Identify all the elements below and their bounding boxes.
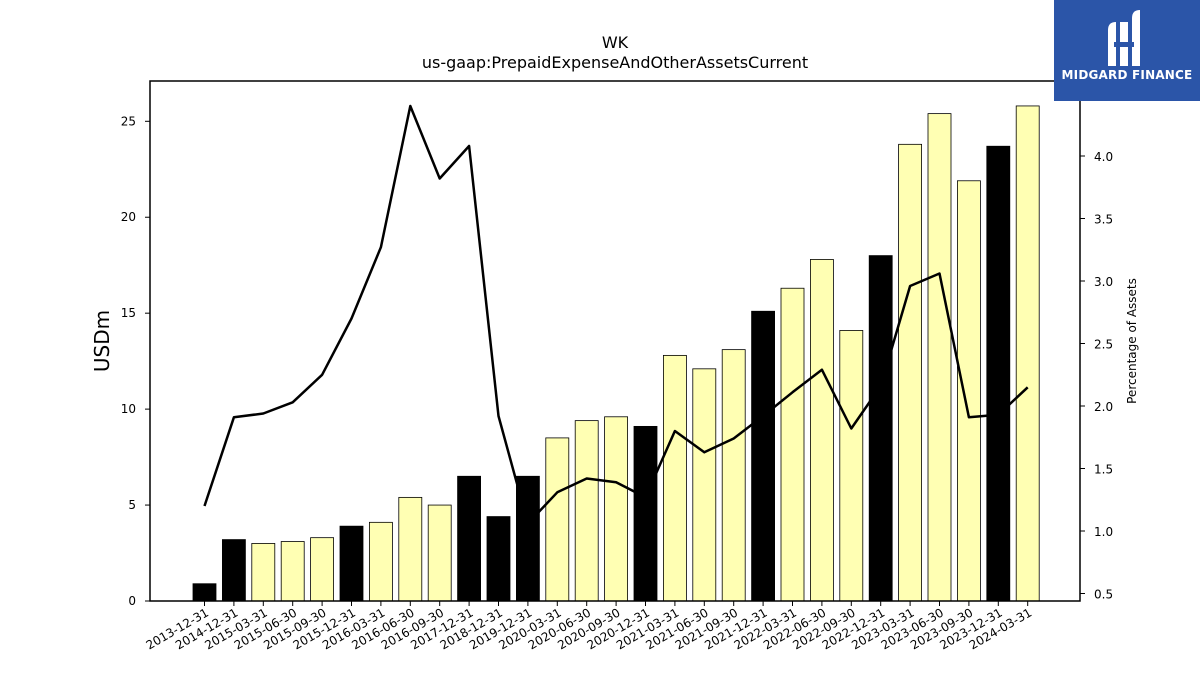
bar bbox=[927, 113, 952, 602]
bar bbox=[721, 349, 746, 602]
y-axis-label: USDm bbox=[90, 310, 114, 372]
bar bbox=[898, 143, 922, 602]
bar bbox=[604, 416, 628, 602]
y-axis-left: 0 5 10 15 20 25 bbox=[121, 114, 150, 608]
y-tick-label: 10 bbox=[121, 402, 136, 416]
y2-tick-label: 3.0 bbox=[1094, 275, 1113, 289]
y-tick-label: 15 bbox=[121, 306, 136, 320]
midgard-logo-icon bbox=[1108, 10, 1140, 66]
brand-name: MIDGARD FINANCE bbox=[1061, 68, 1193, 82]
bar bbox=[398, 496, 423, 602]
bar bbox=[1015, 105, 1040, 602]
bar bbox=[310, 537, 335, 602]
y-tick-label: 20 bbox=[121, 210, 136, 224]
bar bbox=[545, 437, 570, 602]
y2-tick-label: 2.0 bbox=[1094, 400, 1113, 414]
bar-series bbox=[192, 105, 1040, 602]
bar bbox=[251, 543, 276, 602]
bar bbox=[486, 516, 511, 602]
bar bbox=[192, 583, 217, 602]
bar bbox=[810, 259, 834, 602]
bar bbox=[280, 541, 305, 602]
chart-subtitle: us-gaap:PrepaidExpenseAndOtherAssetsCurr… bbox=[422, 53, 808, 72]
bar bbox=[986, 145, 1011, 602]
y-tick-label: 0 bbox=[128, 594, 136, 608]
brand-logo: MIDGARD FINANCE bbox=[1054, 0, 1200, 101]
bar bbox=[339, 525, 364, 602]
y2-tick-label: 3.5 bbox=[1094, 213, 1113, 227]
bar bbox=[457, 475, 482, 602]
y2-tick-label: 1.0 bbox=[1094, 525, 1113, 539]
bar bbox=[957, 180, 981, 602]
y2-axis-label: Percentage of Assets bbox=[1125, 278, 1139, 404]
y2-tick-label: 1.5 bbox=[1094, 463, 1113, 477]
y-axis-right: 0.5 1.0 1.5 2.0 2.5 3.0 3.5 4.0 bbox=[1080, 150, 1113, 602]
bar bbox=[427, 504, 452, 602]
bar bbox=[633, 425, 658, 602]
bar bbox=[692, 368, 717, 602]
y2-tick-label: 2.5 bbox=[1094, 338, 1113, 352]
y2-tick-label: 4.0 bbox=[1094, 150, 1113, 164]
chart-title: WK bbox=[602, 33, 629, 52]
bar bbox=[839, 330, 864, 602]
x-axis: 2013-12-312014-12-312015-03-312015-06-30… bbox=[144, 601, 1034, 652]
bar bbox=[368, 521, 393, 602]
y-tick-label: 25 bbox=[121, 114, 136, 128]
plot-frame bbox=[149, 80, 1081, 602]
percentage-line bbox=[203, 104, 1029, 525]
bar bbox=[868, 255, 893, 602]
bar bbox=[221, 539, 246, 602]
bar bbox=[663, 354, 687, 602]
bar bbox=[574, 420, 599, 602]
line-series bbox=[203, 104, 1029, 525]
y-tick-label: 5 bbox=[128, 498, 136, 512]
bar bbox=[751, 310, 775, 602]
bar bbox=[780, 287, 805, 602]
y2-tick-label: 0.5 bbox=[1094, 588, 1113, 602]
